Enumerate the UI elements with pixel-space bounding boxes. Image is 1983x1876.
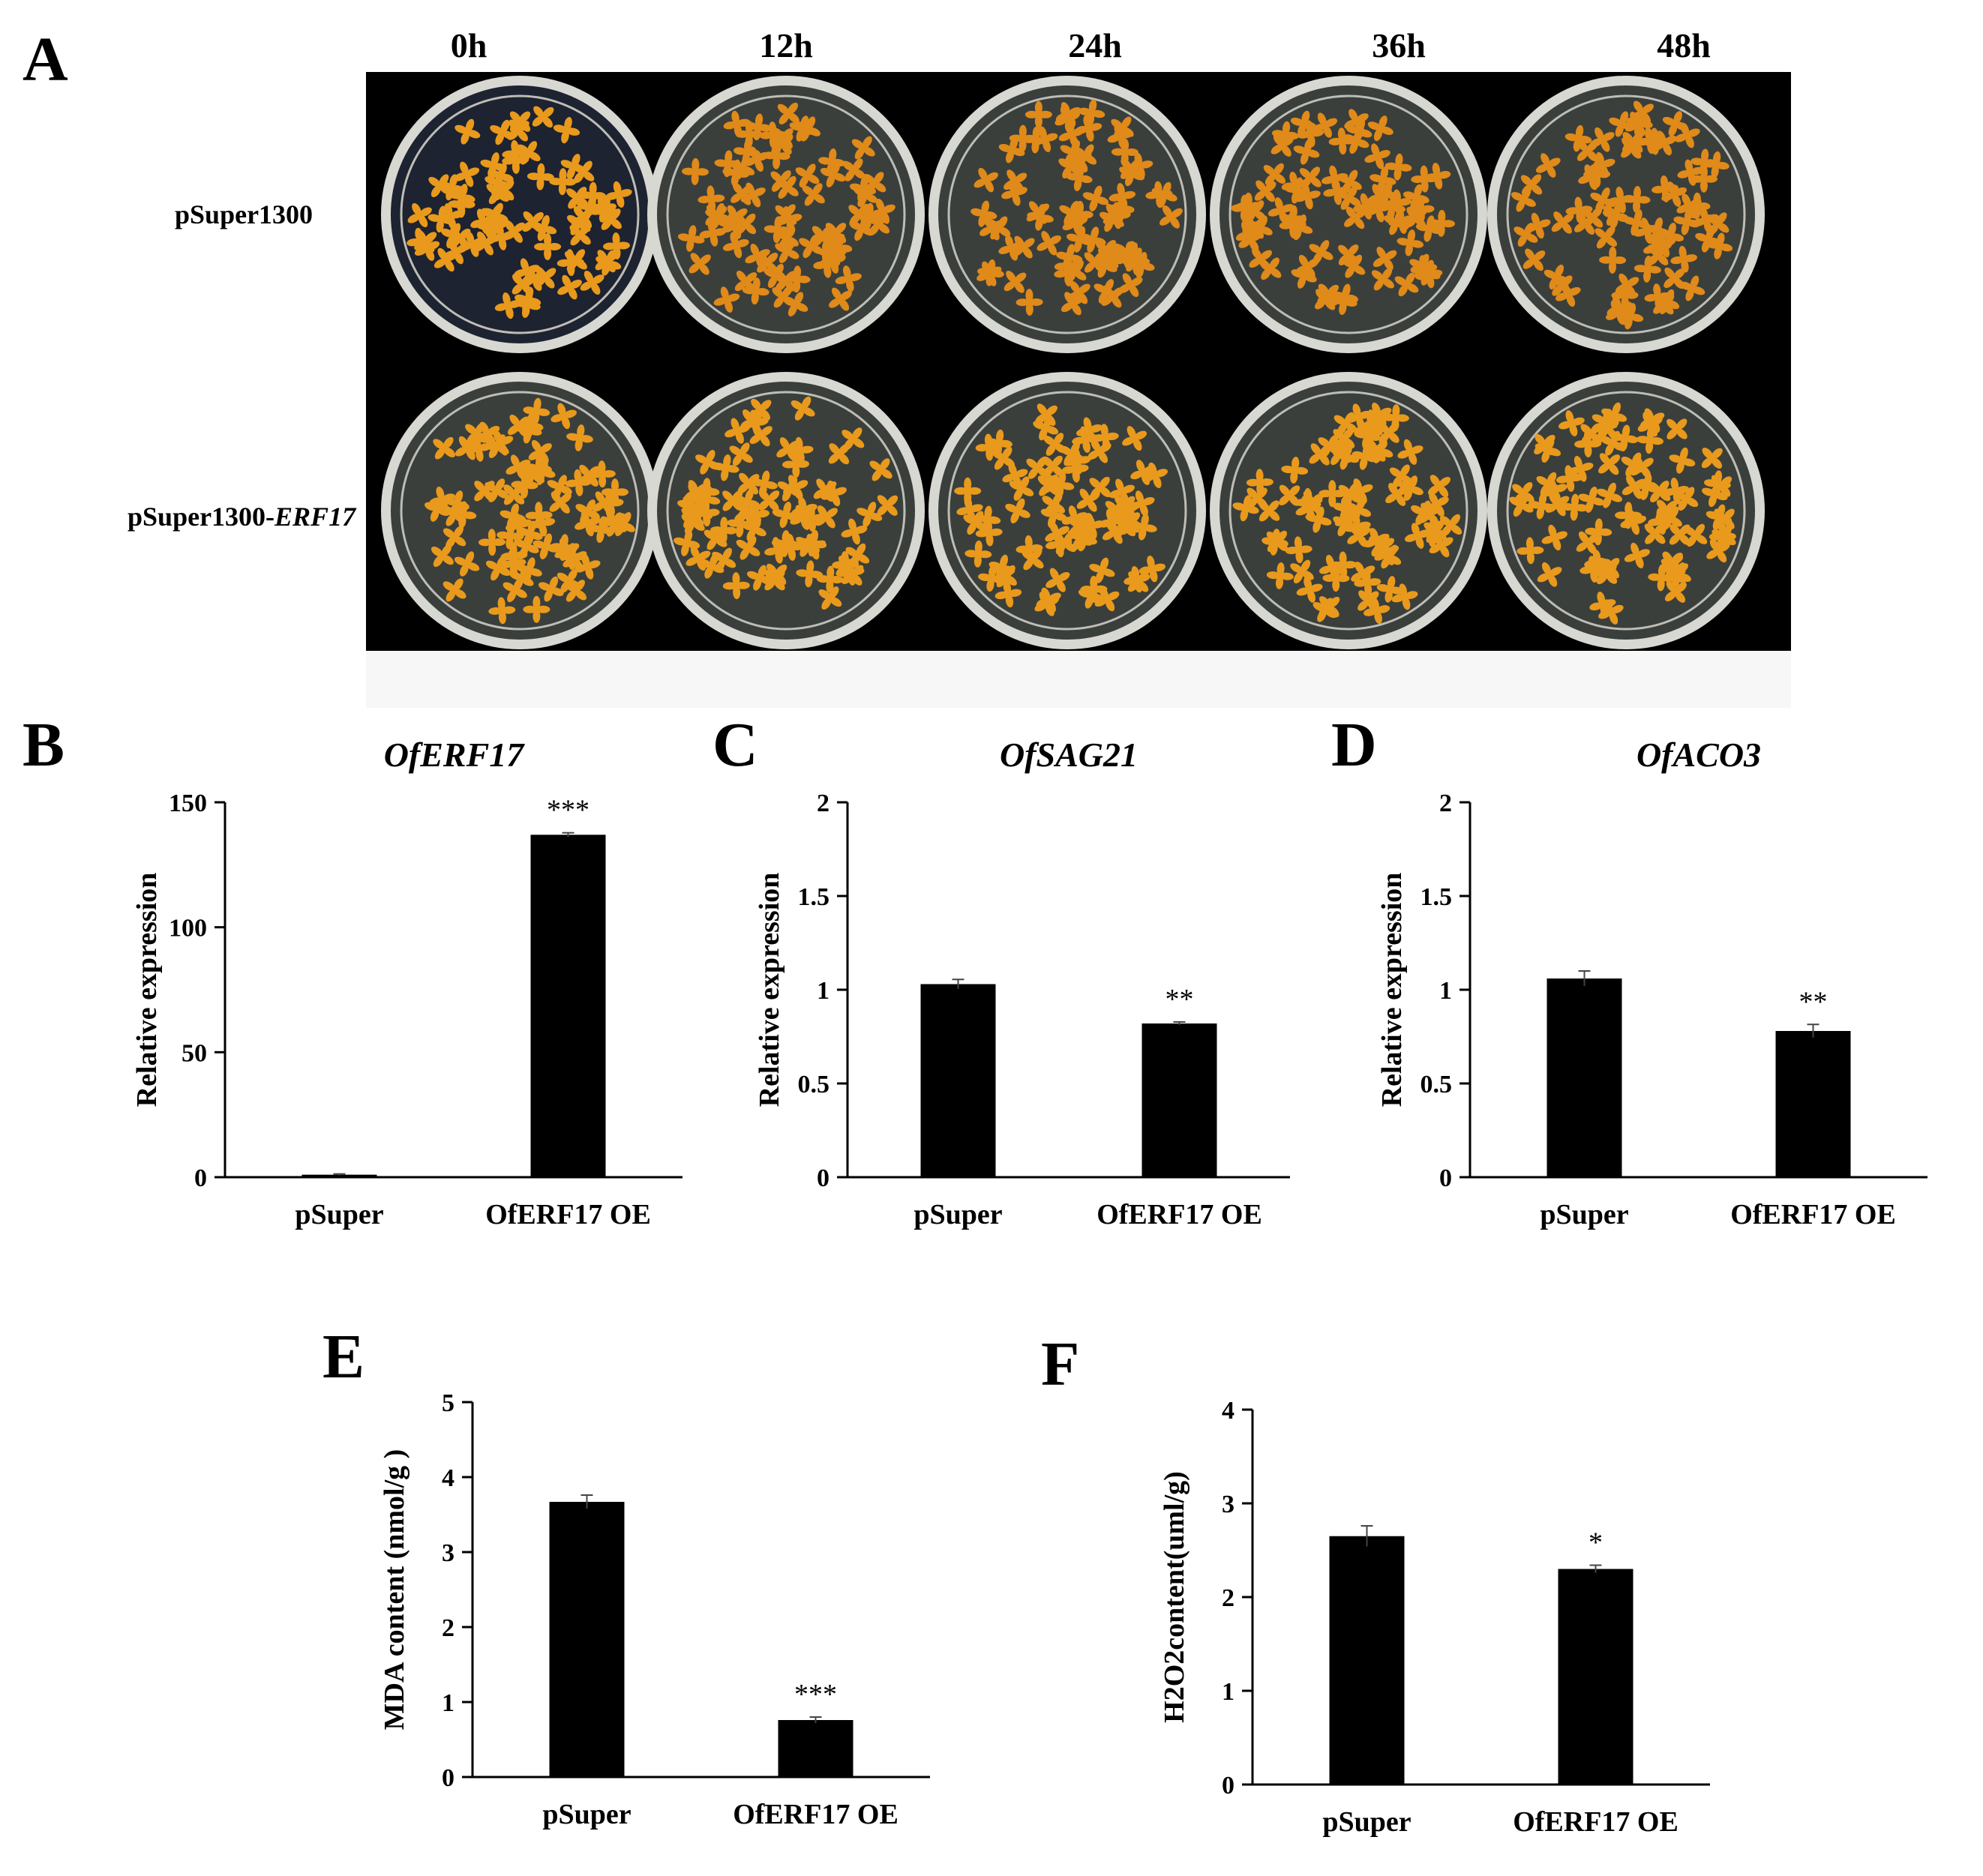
bar [1775, 1031, 1851, 1177]
time-label-0h: 0h [450, 26, 488, 64]
time-label-12h: 12h [759, 26, 813, 64]
panel-letter-e: E [322, 1322, 365, 1392]
y-tick-label: 2 [1222, 1584, 1234, 1612]
bar [549, 1502, 625, 1777]
x-tick-label: OfERF17 OE [1096, 1199, 1262, 1230]
chart-title: OfSAG21 [1000, 736, 1138, 774]
y-axis-label: Relative expression [1376, 873, 1408, 1107]
x-tick-label: OfERF17 OE [733, 1799, 898, 1830]
petri-dish [928, 372, 1206, 649]
y-tick-label: 1.5 [1420, 883, 1453, 911]
petri-dish [1487, 372, 1765, 649]
y-tick-label: 0 [1439, 1164, 1452, 1192]
chart-c-ofsag21: OfSAG21 0 0.5 1 1.5 2 Relative expression pSupe… [754, 736, 1290, 1230]
significance-mark: ** [1166, 984, 1194, 1015]
chart-b-oferf17: OfERF17 0 50 100 150 Relative expression pSupe… [131, 736, 682, 1230]
bar [302, 1174, 377, 1177]
chart-f-h2o2: 0 1 2 3 4 H2O2content(uml/g) pSuper * OfERF17 OE [1159, 1397, 1710, 1838]
time-label-36h: 36h [1372, 26, 1426, 64]
y-axis-label: MDA content (nmol/g ) [379, 1449, 410, 1731]
bar [1142, 1023, 1217, 1177]
x-tick-label: OfERF17 OE [485, 1199, 651, 1230]
y-tick-label: 1.5 [798, 883, 830, 911]
chart-d-ofaco3: OfACO3 0 0.5 1 1.5 2 Relative expression pSuper… [1376, 736, 1928, 1230]
panel-letter-d: D [1331, 710, 1377, 780]
panel-letter-a: A [22, 25, 68, 94]
y-tick-label: 1 [817, 977, 830, 1005]
x-tick-label: pSuper [542, 1799, 631, 1830]
y-tick-label: 2 [1439, 790, 1452, 817]
time-label-24h: 24h [1068, 26, 1122, 64]
y-tick-label: 0.5 [1420, 1071, 1453, 1098]
petri-dish [1210, 76, 1487, 353]
y-tick-label: 0 [817, 1164, 830, 1192]
row-label-overexpression: pSuper1300-ERF17 [128, 502, 356, 532]
row-label-gene: ERF17 [274, 502, 356, 532]
bar [778, 1720, 854, 1777]
chart-title: OfACO3 [1636, 736, 1761, 774]
petri-dish [1210, 372, 1487, 649]
significance-mark: *** [547, 795, 590, 826]
y-tick-label: 4 [1222, 1397, 1234, 1425]
panel-letter-b: B [22, 710, 65, 780]
bar [1558, 1569, 1634, 1785]
bar [1546, 978, 1622, 1177]
y-tick-label: 0 [1222, 1772, 1234, 1800]
x-tick-label: pSuper [914, 1199, 1002, 1230]
bar [530, 835, 606, 1177]
y-tick-label: 1 [1222, 1678, 1234, 1706]
y-tick-label: 0 [442, 1764, 454, 1792]
petri-dish [381, 372, 658, 649]
x-tick-label: pSuper [295, 1199, 383, 1230]
significance-mark: *** [794, 1679, 837, 1710]
petri-dish [928, 76, 1206, 353]
panel-letter-c: C [712, 710, 758, 780]
x-tick-label: pSuper [1540, 1199, 1628, 1230]
time-label-48h: 48h [1657, 26, 1711, 64]
petri-dish [1487, 76, 1765, 353]
x-tick-label: pSuper [1322, 1806, 1411, 1838]
y-tick-label: 150 [169, 790, 207, 817]
y-tick-label: 2 [442, 1614, 454, 1642]
y-tick-label: 0 [194, 1164, 207, 1192]
petri-dish [647, 372, 925, 649]
significance-mark: * [1588, 1527, 1603, 1559]
row-label-control: pSuper1300 [175, 199, 314, 229]
significance-mark: ** [1799, 986, 1828, 1017]
bar [920, 984, 996, 1177]
y-tick-label: 0.5 [798, 1071, 830, 1098]
y-tick-label: 4 [442, 1464, 454, 1492]
y-tick-label: 50 [182, 1039, 207, 1067]
petri-dish [647, 76, 925, 353]
y-axis-label: Relative expression [131, 873, 163, 1107]
bar [1329, 1536, 1405, 1785]
chart-e-mda: 0 1 2 3 4 5 MDA content (nmol/g ) pSuper *** OfER… [379, 1389, 930, 1830]
petri-dish-photo [366, 72, 1791, 651]
photo-bottom-band [366, 651, 1791, 708]
y-tick-label: 3 [442, 1539, 454, 1567]
petri-dish [381, 76, 658, 353]
y-tick-label: 100 [169, 915, 207, 942]
y-tick-label: 3 [1222, 1491, 1234, 1518]
x-tick-label: OfERF17 OE [1513, 1806, 1678, 1838]
y-tick-label: 1 [1439, 977, 1452, 1005]
y-axis-label: Relative expression [754, 873, 785, 1107]
panel-letter-f: F [1041, 1329, 1080, 1399]
x-tick-label: OfERF17 OE [1730, 1199, 1896, 1230]
y-axis-label: H2O2content(uml/g) [1159, 1471, 1190, 1723]
y-tick-label: 1 [442, 1689, 454, 1717]
y-tick-label: 2 [817, 790, 830, 817]
y-tick-label: 5 [442, 1389, 454, 1417]
chart-title: OfERF17 [384, 736, 526, 774]
